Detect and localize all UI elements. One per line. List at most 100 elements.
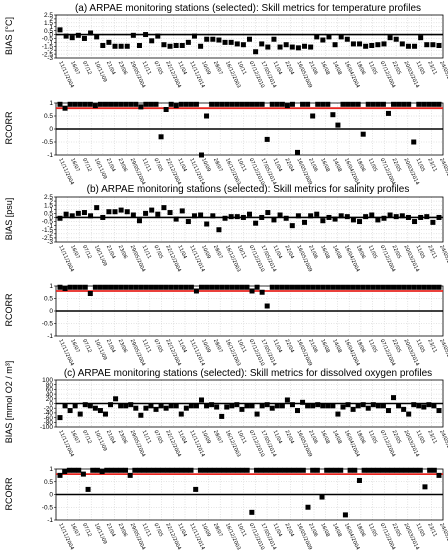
data-point <box>88 30 94 36</box>
data-point <box>151 467 157 473</box>
x-tick-label: 14/08 <box>331 157 343 173</box>
data-point <box>85 486 91 492</box>
data-point <box>92 284 98 290</box>
x-tick-label: 21/06 <box>307 429 319 445</box>
data-point <box>209 402 215 408</box>
data-point <box>259 101 265 107</box>
data-point <box>360 402 366 408</box>
data-point <box>305 504 311 510</box>
x-tick-label: 22/05 <box>391 429 403 445</box>
data-point <box>357 41 363 47</box>
data-point <box>431 467 437 473</box>
data-point <box>396 284 402 290</box>
data-point <box>87 291 93 296</box>
data-point <box>300 101 306 107</box>
data-point <box>325 101 331 107</box>
data-point <box>210 36 216 42</box>
data-point <box>82 101 88 107</box>
ylabel-salinity-rcorr: RCORR <box>4 293 14 326</box>
x-tick-label: 07/05 <box>152 60 164 76</box>
data-point <box>191 213 197 219</box>
x-tick-label: 11/04 <box>176 429 188 445</box>
y-tick-label: 1 <box>49 100 53 107</box>
data-point <box>315 402 321 408</box>
data-point <box>173 403 179 409</box>
data-point <box>153 101 159 107</box>
data-point <box>92 103 98 109</box>
x-tick-label: 21/06 <box>307 157 319 173</box>
data-point <box>436 284 442 290</box>
x-tick-label: 11/04 <box>176 157 188 173</box>
data-point <box>369 42 375 48</box>
data-point <box>149 38 155 44</box>
data-point <box>396 403 402 409</box>
data-point <box>143 405 149 411</box>
data-point <box>350 284 356 290</box>
data-point <box>295 149 301 155</box>
data-point <box>424 214 430 220</box>
x-tick-label: 28/07 <box>212 157 224 173</box>
data-point <box>224 404 230 410</box>
data-point <box>310 284 316 290</box>
x-tick-label: 23/11 <box>426 157 438 173</box>
data-point <box>222 215 228 221</box>
x-tick-label: 24/05/2004 <box>438 60 448 89</box>
data-point <box>326 214 332 220</box>
data-point <box>418 214 424 220</box>
data-point <box>99 469 105 475</box>
y-tick-label: 0 <box>49 215 53 222</box>
x-tick-label: 16/07 <box>69 244 81 260</box>
x-tick-label: 11/05 <box>367 522 379 538</box>
x-tick-label: 22/05 <box>391 157 403 173</box>
y-tick-label: 100 <box>42 377 53 384</box>
data-point <box>355 403 361 409</box>
x-tick-label: 10/09 <box>200 522 212 538</box>
y-tick-label: -2 <box>47 231 53 238</box>
x-tick-label: 11/05 <box>414 338 426 354</box>
data-point <box>185 39 191 45</box>
data-point <box>284 284 290 290</box>
data-point <box>112 43 118 49</box>
data-point <box>158 403 164 409</box>
data-point <box>416 284 422 290</box>
data-point <box>136 218 142 224</box>
data-point <box>143 210 149 216</box>
y-tick-label: 0.5 <box>44 28 53 35</box>
y-tick-label: -3 <box>47 55 53 62</box>
data-point <box>357 219 363 225</box>
data-point <box>69 35 75 41</box>
data-point <box>401 101 407 107</box>
data-point <box>389 467 395 473</box>
data-point <box>328 467 334 473</box>
x-tick-label: 24/05/2004 <box>438 522 448 550</box>
data-point <box>286 467 292 473</box>
data-point <box>234 41 240 47</box>
data-point <box>204 284 210 290</box>
data-point <box>269 284 275 290</box>
x-tick-label: 23/11 <box>426 60 438 76</box>
data-point <box>124 43 130 49</box>
data-point <box>381 215 387 221</box>
data-point <box>225 467 231 473</box>
data-point <box>411 139 417 145</box>
y-tick-label: 1 <box>49 283 53 290</box>
data-point <box>158 284 164 290</box>
x-tick-label: 21/06 <box>307 522 319 538</box>
data-point <box>82 402 88 408</box>
x-tick-label: 28/07 <box>212 429 224 445</box>
x-tick-label: 21/06 <box>307 244 319 260</box>
data-point <box>193 403 199 409</box>
y-tick-label: -1 <box>47 152 53 159</box>
plot-frame <box>55 196 444 243</box>
x-tick-label: 11/05 <box>367 338 379 354</box>
x-tick-label: 21/06 <box>307 60 319 76</box>
x-tick-label: 21/06 <box>307 338 319 354</box>
x-tick-label: 16/08 <box>319 429 331 445</box>
data-point <box>108 284 114 290</box>
x-tick-label: 22/04 <box>283 522 295 538</box>
data-point <box>229 403 235 409</box>
data-point <box>426 402 432 408</box>
data-point <box>427 467 433 473</box>
y-tick-label: 60 <box>46 387 54 394</box>
data-point <box>193 288 199 294</box>
